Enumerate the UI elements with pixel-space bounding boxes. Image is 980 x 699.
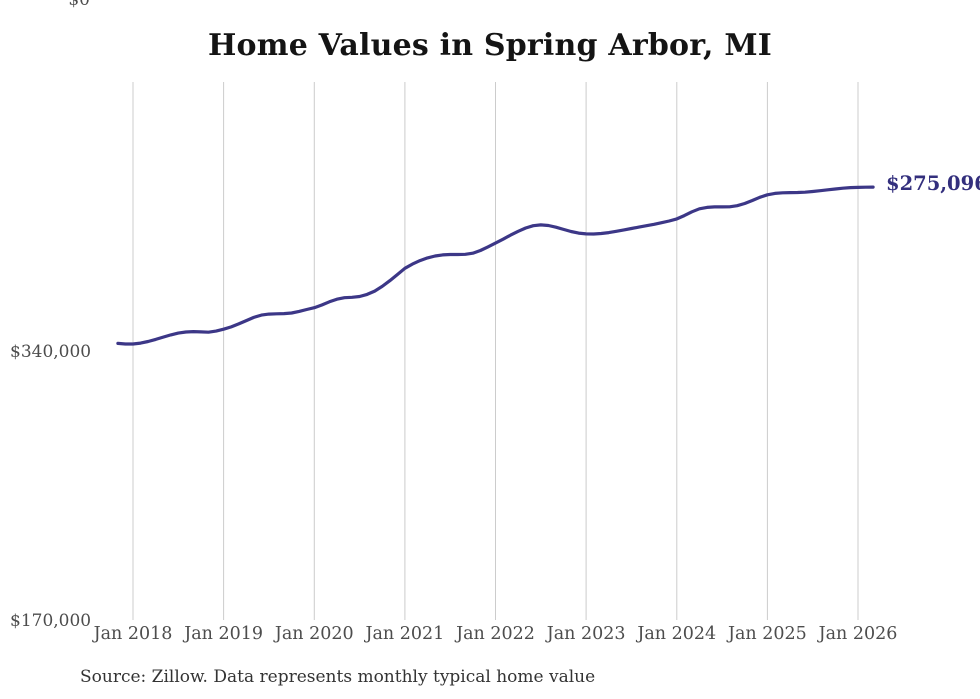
latest-value-label: $275,096 [886,172,980,195]
x-tick-label: Jan 2021 [365,624,445,644]
x-tick-label: Jan 2019 [184,624,264,644]
x-tick-label: Jan 2025 [727,624,807,644]
x-tick-label: Jan 2024 [637,624,717,644]
chart-title: Home Values in Spring Arbor, MI [208,28,772,63]
value-line [116,185,875,346]
y-tick-label: $170,000 [10,611,92,631]
x-tick-label: Jan 2026 [818,624,898,644]
x-tick-label: Jan 2020 [274,624,354,644]
x-tick-label: Jan 2018 [93,624,173,644]
y-tick-label: $0 [68,0,90,10]
y-tick-label: $340,000 [10,342,92,362]
x-tick-label: Jan 2022 [456,624,535,644]
source-note: Source: Zillow. Data represents monthly … [80,667,596,687]
x-tick-label: Jan 2023 [546,624,626,644]
